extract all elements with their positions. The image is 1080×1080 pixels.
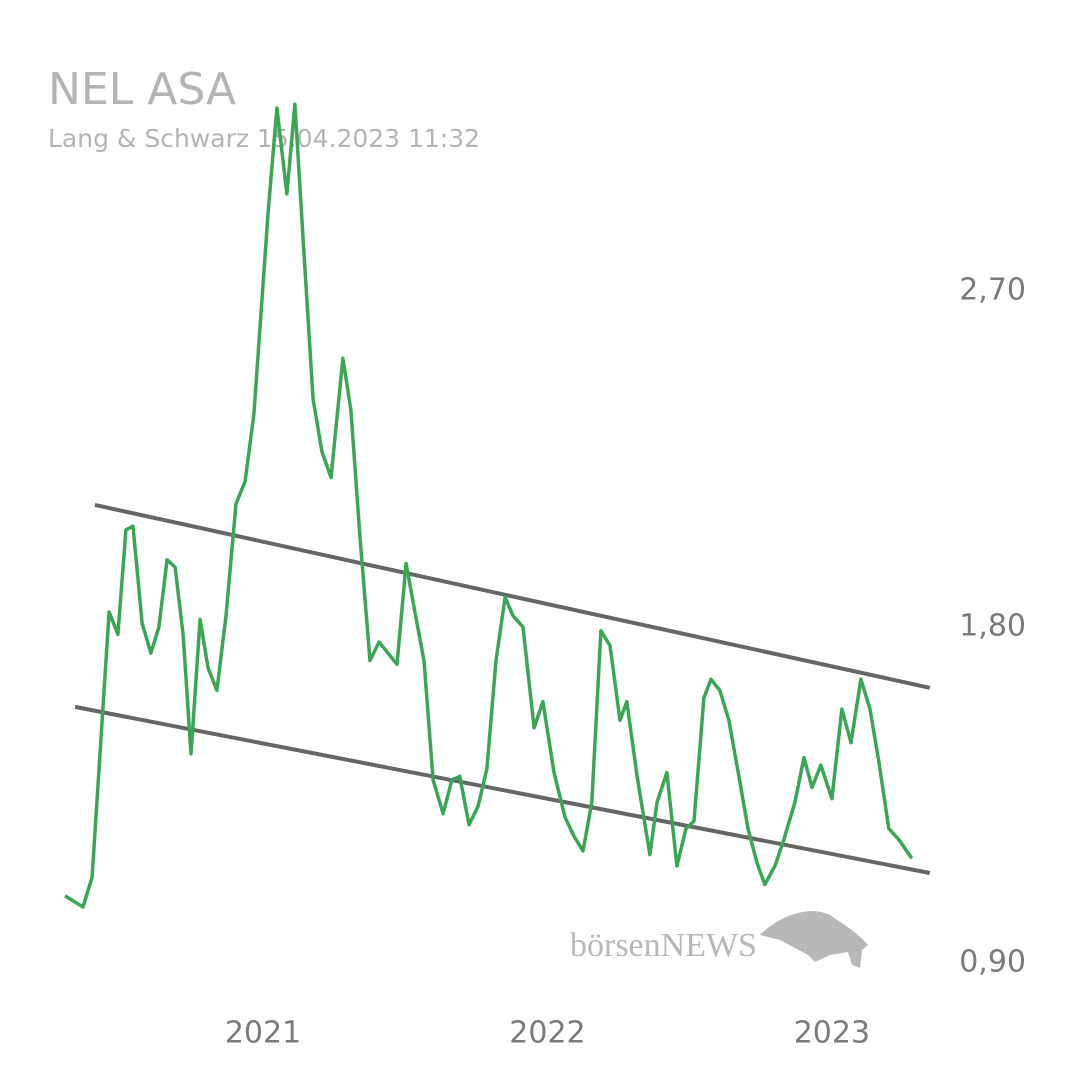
y-tick-label: 2,70 (959, 272, 1026, 307)
x-tick-label: 2023 (794, 1016, 870, 1051)
y-tick-label: 1,80 (959, 608, 1026, 643)
chart-subtitle: Lang & Schwarz 15.04.2023 11:32 (48, 124, 480, 153)
x-tick-label: 2021 (225, 1016, 301, 1051)
trend-line (74, 704, 931, 875)
price-line (64, 102, 914, 909)
watermark: börsenNEWS (570, 927, 757, 964)
x-tick-label: 2022 (509, 1016, 585, 1051)
watermark-logo (760, 911, 868, 968)
chart-title: NEL ASA (48, 64, 236, 115)
y-tick-label: 0,90 (959, 944, 1026, 979)
